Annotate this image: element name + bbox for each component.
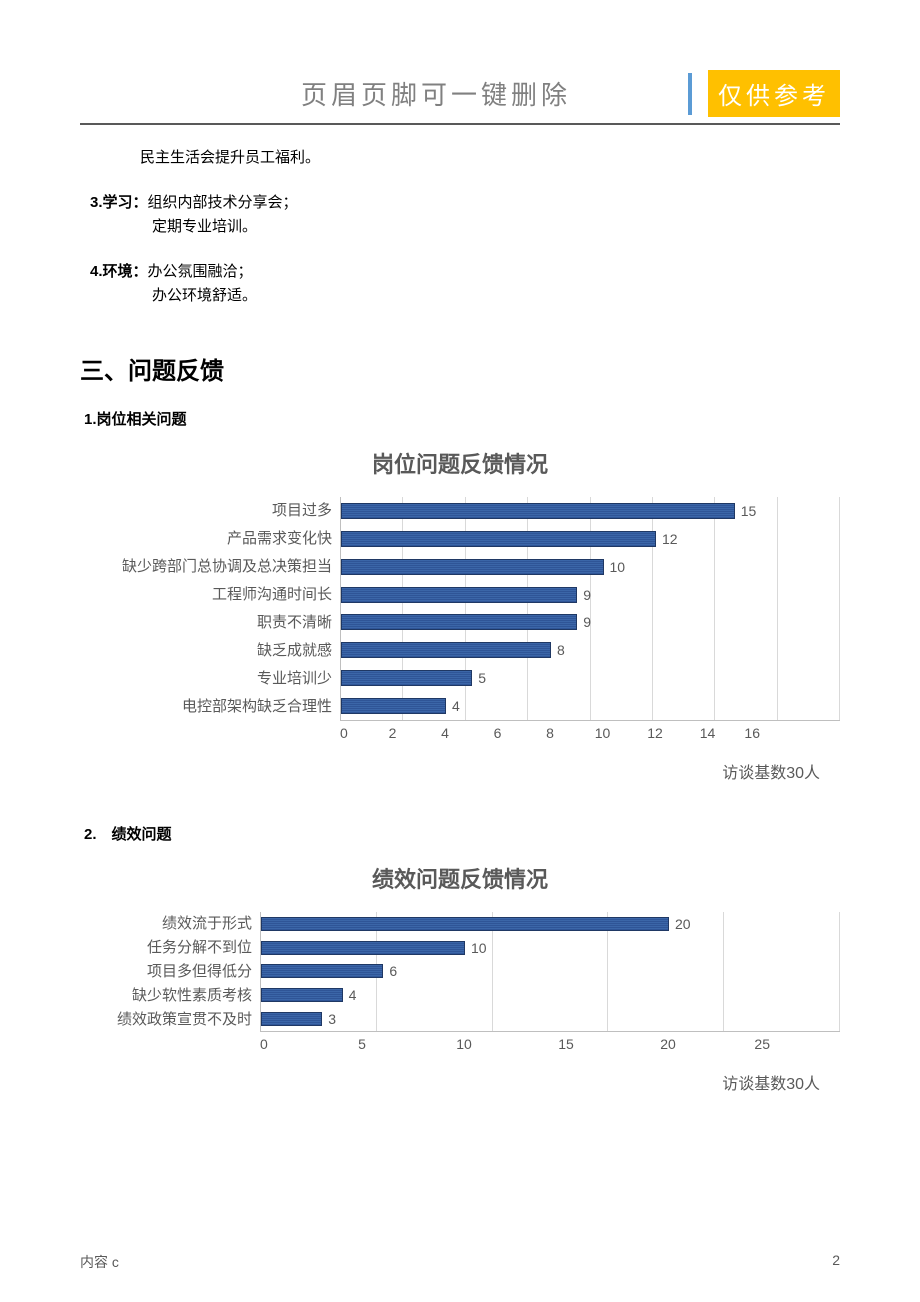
chart-bar-value: 10	[610, 559, 626, 575]
item-4-line2: 办公环境舒适。	[152, 281, 840, 311]
chart-1-note: 访谈基数30人	[80, 759, 840, 783]
chart-xtick: 4	[419, 725, 472, 741]
chart-category-label: 电控部架构缺乏合理性	[80, 693, 332, 721]
chart-category-label: 缺少软性素质考核	[80, 984, 252, 1008]
item-3-head: 3.学习：组织内部技术分享会；	[90, 191, 840, 212]
chart-bar-value: 4	[452, 698, 460, 714]
chart-bar-value: 5	[478, 670, 486, 686]
chart-2-xaxis: 0510152025	[260, 1036, 770, 1052]
chart-xtick: 8	[524, 725, 577, 741]
chart-bar	[341, 698, 446, 714]
footer-right: 2	[832, 1252, 840, 1272]
chart-2-body: 绩效流于形式任务分解不到位项目多但得低分缺少软性素质考核绩效政策宣贯不及时 20 1…	[80, 912, 840, 1032]
item-4: 4.环境：办公氛围融洽； 办公环境舒适。	[80, 260, 840, 311]
section-3-title: 三、问题反馈	[80, 351, 840, 386]
chart-bar	[261, 1012, 322, 1026]
chart-bar-value: 4	[349, 987, 357, 1003]
chart-category-label: 任务分解不到位	[80, 936, 252, 960]
item-3-line1: 组织内部技术分享会；	[148, 194, 298, 211]
chart-bar-value: 9	[583, 614, 591, 630]
page-header: 页眉页脚可一键删除 仅供参考	[80, 70, 840, 117]
chart-bar	[261, 941, 465, 955]
chart-bar	[341, 559, 604, 575]
chart-bar-value: 6	[389, 963, 397, 979]
chart-bar	[341, 587, 577, 603]
chart-bar	[341, 531, 656, 547]
chart-1-title: 岗位问题反馈情况	[80, 447, 840, 479]
header-badge: 仅供参考	[708, 70, 840, 117]
chart-bar	[261, 917, 669, 931]
chart-2-title: 绩效问题反馈情况	[80, 862, 840, 894]
chart-bar	[341, 670, 472, 686]
chart-xtick: 10	[413, 1036, 515, 1052]
body-line-top: 民主生活会提升员工福利。	[140, 143, 840, 173]
chart-category-label: 项目多但得低分	[80, 960, 252, 984]
header-title: 页眉页脚可一键删除	[80, 75, 672, 112]
chart-bar	[261, 988, 343, 1002]
chart-bar	[341, 614, 577, 630]
document-page: 页眉页脚可一键删除 仅供参考 民主生活会提升员工福利。 3.学习：组织内部技术分…	[0, 0, 920, 1302]
header-rule	[80, 123, 840, 125]
chart-xtick: 14	[681, 725, 734, 741]
chart-xtick: 20	[617, 1036, 719, 1052]
chart-2-note: 访谈基数30人	[80, 1070, 840, 1094]
item-3-line2: 定期专业培训。	[152, 212, 840, 242]
chart-bar-value: 8	[557, 642, 565, 658]
chart-bar-value: 3	[328, 1011, 336, 1027]
chart-xtick: 0	[260, 1036, 311, 1052]
chart-category-label: 产品需求变化快	[80, 525, 332, 553]
chart-category-label: 项目过多	[80, 497, 332, 525]
item-4-line1: 办公氛围融洽；	[148, 263, 253, 280]
chart-bar	[261, 964, 383, 978]
chart-xtick: 12	[629, 725, 682, 741]
chart-bar	[341, 642, 551, 658]
chart-category-label: 缺乏成就感	[80, 637, 332, 665]
item-4-label: 环境：	[103, 263, 148, 280]
chart-xtick: 2	[366, 725, 419, 741]
chart-category-label: 缺少跨部门总协调及总决策担当	[80, 553, 332, 581]
item-4-num: 4.	[90, 263, 103, 280]
chart-xtick: 0	[340, 725, 366, 741]
chart-1-body: 项目过多产品需求变化快缺少跨部门总协调及总决策担当工程师沟通时间长职责不清晰缺乏…	[80, 497, 840, 721]
chart-category-label: 职责不清晰	[80, 609, 332, 637]
chart-1-xaxis: 0246810121416	[340, 725, 760, 741]
subsection-1-title: 1.岗位相关问题	[84, 408, 840, 429]
header-separator	[688, 73, 692, 115]
chart-category-label: 绩效流于形式	[80, 912, 252, 936]
subsection-2-title: 2. 绩效问题	[84, 823, 840, 844]
chart-bar-value: 12	[662, 531, 678, 547]
chart-bar-value: 9	[583, 587, 591, 603]
item-3: 3.学习：组织内部技术分享会； 定期专业培训。	[80, 191, 840, 242]
footer-left: 内容 c	[80, 1252, 119, 1272]
item-3-label: 学习：	[103, 194, 148, 211]
chart-xtick: 16	[734, 725, 760, 741]
chart-xtick: 6	[471, 725, 524, 741]
page-footer: 内容 c 2	[80, 1252, 840, 1272]
chart-xtick: 5	[311, 1036, 413, 1052]
chart-category-label: 工程师沟通时间长	[80, 581, 332, 609]
chart-xtick: 10	[576, 725, 629, 741]
item-4-head: 4.环境：办公氛围融洽；	[90, 260, 840, 281]
chart-category-label: 绩效政策宣贯不及时	[80, 1008, 252, 1032]
chart-xtick: 15	[515, 1036, 617, 1052]
chart-1: 岗位问题反馈情况 项目过多产品需求变化快缺少跨部门总协调及总决策担当工程师沟通时…	[80, 447, 840, 783]
chart-category-label: 专业培训少	[80, 665, 332, 693]
chart-bar-value: 10	[471, 940, 487, 956]
item-3-num: 3.	[90, 194, 103, 211]
chart-xtick: 25	[719, 1036, 770, 1052]
chart-2: 绩效问题反馈情况 绩效流于形式任务分解不到位项目多但得低分缺少软性素质考核绩效政…	[80, 862, 840, 1094]
chart-bar-value: 15	[741, 503, 757, 519]
chart-bar-value: 20	[675, 916, 691, 932]
chart-bar	[341, 503, 735, 519]
